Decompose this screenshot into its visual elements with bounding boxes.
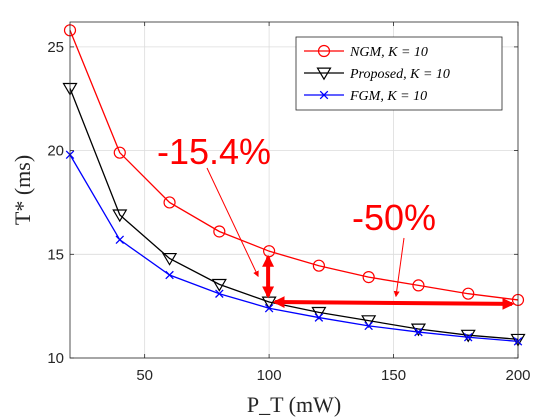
annotations: -15.4% -50%	[157, 131, 515, 310]
marker-triangle	[316, 67, 332, 81]
marker-x-stroke	[115, 235, 125, 245]
marker-x-stroke	[414, 327, 423, 337]
marker-triangle	[162, 252, 178, 266]
x-tick-label: 150	[381, 367, 406, 384]
x-tick-label: 100	[257, 367, 282, 384]
marker-x-stroke	[215, 289, 224, 298]
x-tick-label: 200	[505, 367, 530, 384]
series-2	[65, 150, 523, 346]
marker-x-stroke	[364, 321, 373, 331]
y-tick-label: 15	[47, 246, 64, 263]
marker-circle	[412, 279, 425, 292]
marker-triangle	[361, 315, 377, 329]
marker-circle	[362, 271, 375, 284]
marker-x	[414, 327, 423, 337]
marker-triangle	[211, 278, 227, 292]
y-axis-label: T* (ms)	[10, 155, 35, 225]
marker-circle	[163, 196, 176, 209]
marker-x-stroke	[463, 332, 473, 342]
annotation-label-50: -50%	[352, 197, 436, 238]
marker-x-stroke	[314, 313, 324, 322]
marker-x	[115, 235, 125, 245]
y-tick-label: 25	[47, 39, 64, 56]
legend: NGM, K = 10 Proposed, K = 10 FGM, K = 10	[295, 36, 503, 111]
marker-x-stroke	[319, 90, 329, 100]
y-tick-label: 20	[47, 143, 64, 160]
marker-triangle	[460, 329, 476, 343]
axis-labels: P_T (mW) T* (ms)	[10, 155, 341, 417]
x-tick-label: 50	[136, 367, 153, 384]
series-line	[69, 30, 519, 301]
legend-label: Proposed, K = 10	[349, 67, 450, 82]
legend-label: FGM, K = 10	[349, 89, 427, 104]
y-tick-label: 10	[47, 350, 64, 367]
marker-circle	[317, 44, 331, 58]
marker-x	[264, 303, 274, 313]
marker-circle	[312, 259, 325, 272]
legend-label: NGM, K = 10	[349, 45, 428, 60]
annotation-label-15: -15.4%	[157, 131, 271, 172]
marker-circle	[113, 146, 126, 159]
marker-x	[165, 270, 174, 280]
marker-x	[463, 332, 473, 342]
x-axis-label: P_T (mW)	[247, 392, 341, 417]
marker-x-stroke	[165, 270, 174, 280]
marker-x-stroke	[264, 303, 274, 313]
plot-frame	[69, 21, 519, 359]
marker-circle	[213, 225, 226, 238]
marker-x	[319, 90, 329, 100]
annotation-pointer-50	[393, 237, 405, 298]
annotation-arrow-horizontal	[272, 296, 515, 310]
ticks: 50 100 150 200 10 15 20 25	[47, 22, 531, 384]
annotation-pointer-15	[206, 167, 259, 278]
marker-triangle	[112, 209, 128, 223]
marker-x	[364, 321, 373, 331]
series-line	[69, 154, 519, 343]
marker-x	[314, 313, 324, 322]
series-1	[62, 82, 526, 347]
marker-x	[215, 289, 224, 298]
